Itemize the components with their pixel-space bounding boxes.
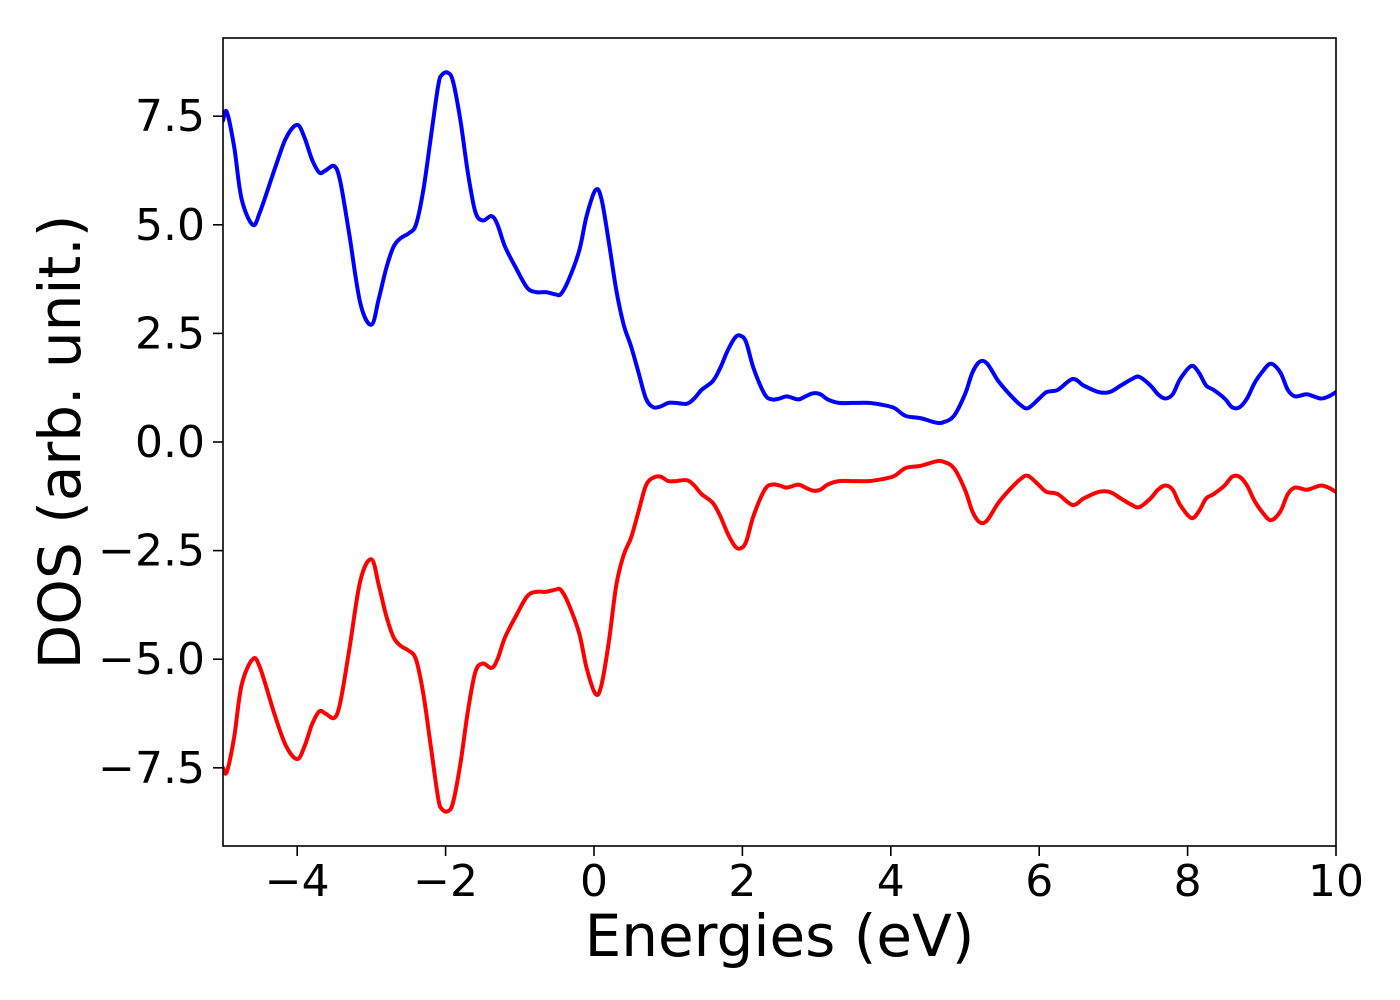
x-tick-label: 4 — [877, 856, 905, 907]
series-line-spin-down — [223, 458, 1336, 814]
series-layer — [223, 70, 1336, 814]
x-tick-label: −4 — [265, 856, 330, 907]
y-tick-label: 5.0 — [135, 200, 205, 251]
y-axis: −7.5 −5.0 −2.5 0.0 2.5 5.0 7.5 — [98, 91, 223, 794]
x-tick-label: 2 — [728, 856, 756, 907]
x-tick-label: 10 — [1308, 856, 1364, 907]
series-line-spin-up — [223, 70, 1336, 426]
x-axis-label: Energies (eV) — [585, 902, 975, 970]
x-axis: −4 −2 0 2 4 6 8 10 — [265, 846, 1364, 907]
plot-background — [223, 38, 1336, 846]
x-tick-label: −2 — [413, 856, 478, 907]
y-tick-label: 0.0 — [135, 417, 205, 468]
y-axis-label: DOS (arb. unit.) — [26, 215, 94, 670]
x-tick-label: 0 — [580, 856, 608, 907]
y-tick-label: −7.5 — [98, 743, 205, 794]
y-tick-label: −2.5 — [98, 526, 205, 577]
x-tick-label: 8 — [1174, 856, 1202, 907]
y-tick-label: −5.0 — [98, 634, 205, 685]
x-tick-label: 6 — [1025, 856, 1053, 907]
y-tick-label: 2.5 — [135, 308, 205, 359]
y-tick-label: 7.5 — [135, 91, 205, 142]
